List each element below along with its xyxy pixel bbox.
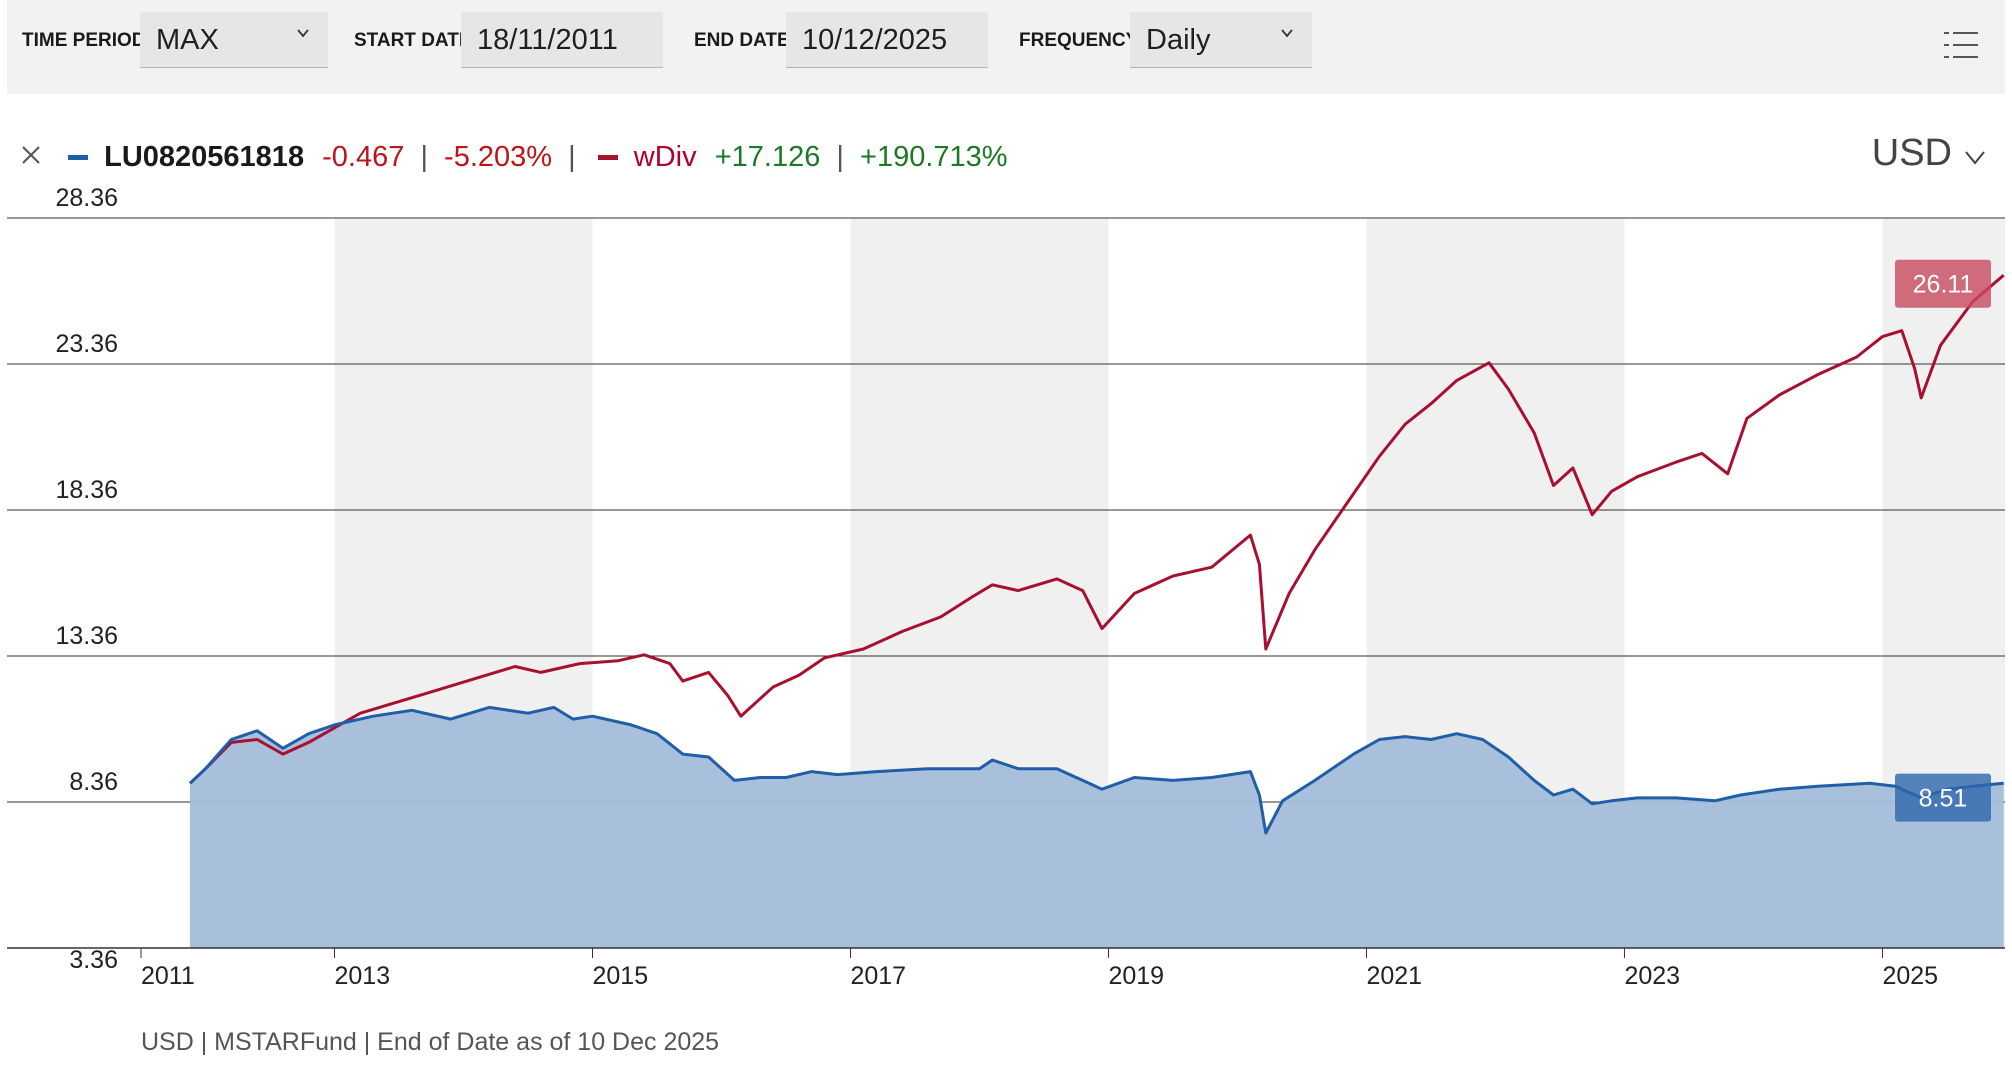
chart-legend: LU0820561818 -0.467 | -5.203% | wDiv +17…	[20, 140, 1008, 180]
end-date-label: END DATE	[694, 30, 790, 51]
start-date-input[interactable]: 18/11/2011	[461, 12, 663, 68]
y-tick-label: 3.36	[69, 946, 118, 974]
legend-separator: |	[836, 140, 844, 173]
x-tick-label: 2019	[1108, 962, 1164, 990]
benchmark-swatch	[597, 154, 618, 160]
y-tick-label: 8.36	[69, 768, 118, 796]
x-tick-label: 2015	[592, 962, 648, 990]
fund-change-pct: -5.203%	[444, 140, 553, 173]
fund-area	[190, 707, 2004, 948]
x-tick-label: 2025	[1882, 962, 1938, 990]
time-period-select[interactable]: MAX	[140, 12, 328, 68]
currency-select[interactable]: USD	[1871, 132, 1952, 174]
y-tick-label: 13.36	[55, 622, 118, 650]
x-tick-label: 2023	[1624, 962, 1680, 990]
fund-last-value: 8.51	[1919, 785, 1968, 813]
time-period-value: MAX	[156, 24, 219, 56]
y-tick-label: 23.36	[55, 330, 118, 358]
chart-footer: USD | MSTARFund | End of Date as of 10 D…	[141, 1028, 720, 1056]
fund-last-badge	[1895, 773, 1991, 822]
fund-change: -0.467	[322, 140, 405, 173]
x-tick-label: 2011	[141, 962, 195, 990]
benchmark-last-value: 26.11	[1913, 271, 1974, 299]
fund-line	[188, 705, 2004, 835]
benchmark-last-badge	[1895, 259, 1991, 308]
chevron-down-icon	[297, 29, 309, 38]
remove-series-button[interactable]	[20, 141, 54, 174]
frequency-label: FREQUENCY	[1019, 30, 1139, 51]
benchmark-change: +17.126	[714, 140, 821, 173]
legend-separator: |	[420, 140, 428, 173]
start-date-label: START DATE	[354, 30, 472, 51]
x-tick-label: 2017	[850, 962, 906, 990]
benchmark-name: wDiv	[633, 140, 697, 173]
end-date-input[interactable]: 10/12/2025	[786, 12, 988, 68]
fund-code: LU0820561818	[104, 140, 305, 173]
x-tick-label: 2021	[1366, 962, 1422, 990]
close-icon	[22, 146, 40, 164]
line-chart: 3.36 8.36 13.36 18.36 23.36 28.36 2011 2013 2015…	[7, 184, 2005, 990]
benchmark-change-pct: +190.713%	[860, 140, 1008, 173]
fund-swatch	[68, 154, 89, 160]
y-tick-label: 28.36	[55, 184, 118, 212]
x-tick-label: 2013	[334, 962, 390, 990]
time-period-label: TIME PERIOD	[22, 30, 146, 51]
legend-separator: |	[568, 140, 576, 173]
chevron-down-icon[interactable]	[1964, 146, 1986, 168]
chart-toolbar: TIME PERIOD MAX START DATE 18/11/2011 EN…	[7, 0, 2005, 94]
y-tick-label: 18.36	[55, 476, 118, 504]
start-date-value: 18/11/2011	[477, 24, 618, 56]
frequency-select[interactable]: Daily	[1130, 12, 1312, 68]
end-date-value: 10/12/2025	[802, 24, 948, 56]
chevron-down-icon	[1281, 29, 1293, 38]
frequency-value: Daily	[1146, 24, 1211, 56]
list-menu-icon[interactable]	[1943, 28, 1979, 62]
benchmark-line	[188, 274, 2005, 785]
